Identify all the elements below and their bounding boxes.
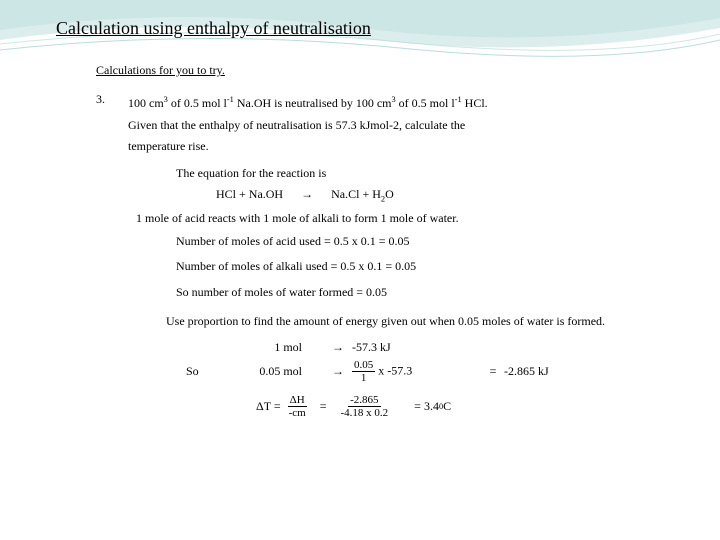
pt3: Na.OH is neutralised by 100 cm (234, 96, 392, 110)
table-row: So 0.05 mol → 0.05 1 x -57.3 = -2.865 kJ (186, 359, 664, 384)
proportion-table: 1 mol → -57.3 kJ So 0.05 mol → 0.05 1 x … (186, 340, 664, 384)
dt-frac2-num: -2.865 (348, 394, 380, 407)
pt4: of 0.5 mol l (396, 96, 455, 110)
r1-arrow: → (324, 340, 352, 355)
subtitle: Calculations for you to try. (96, 63, 664, 78)
dt-frac2-den: -4.18 x 0.2 (339, 407, 391, 419)
dt-frac1-num: ΔH (288, 394, 307, 407)
given-line2: temperature rise. (128, 139, 209, 153)
table-row: 1 mol → -57.3 kJ (186, 340, 664, 355)
dt-unit: C (443, 399, 451, 414)
r2-frac: 0.05 1 (352, 359, 375, 384)
dt-eq: = (320, 399, 327, 414)
pt5: HCl. (462, 96, 488, 110)
dt-frac1: ΔH -cm (287, 394, 308, 419)
pt2: of 0.5 mol l (168, 96, 227, 110)
slide-title: Calculation using enthalpy of neutralisa… (56, 18, 664, 39)
moles-alkali: Number of moles of alkali used = 0.5 x 0… (176, 257, 664, 276)
dt-res: = 3.4 (414, 399, 439, 414)
r2-eq: = (482, 364, 504, 379)
mole-statement: 1 mole of acid reacts with 1 mole of alk… (136, 211, 664, 226)
problem-block: 3. 100 cm3 of 0.5 mol l-1 Na.OH is neutr… (96, 92, 664, 158)
r1-mol: 1 mol (224, 340, 324, 355)
moles-water: So number of moles of water formed = 0.0… (176, 283, 664, 302)
r2-frac-num: 0.05 (352, 359, 375, 372)
equation-intro: The equation for the reaction is (176, 166, 664, 181)
r2-frac-den: 1 (359, 372, 369, 384)
proportion-text: Use proportion to find the amount of ene… (166, 312, 626, 330)
moles-acid: Number of moles of acid used = 0.5 x 0.1… (176, 232, 664, 251)
r2-arrow: → (324, 364, 352, 379)
eq-rhs: Na.Cl + H (331, 187, 381, 201)
equation: HCl + Na.OH → Na.Cl + H2O (216, 187, 664, 203)
pt1: 100 cm (128, 96, 164, 110)
dt-frac1-den: -cm (287, 407, 308, 419)
dt-label: ΔT = (256, 399, 281, 414)
eq-lhs: HCl + Na.OH (216, 187, 283, 201)
r2-so: So (186, 364, 224, 379)
r1-val: -57.3 kJ (352, 340, 482, 355)
problem-body: 100 cm3 of 0.5 mol l-1 Na.OH is neutrali… (128, 92, 664, 158)
given-line: Given that the enthalpy of neutralisatio… (128, 118, 465, 132)
r2-res: -2.865 kJ (504, 364, 549, 379)
eq-rhs-end: O (385, 187, 394, 201)
r2-tail: x -57.3 (375, 363, 412, 377)
r2-val: 0.05 1 x -57.3 (352, 359, 482, 384)
dt-frac2: -2.865 -4.18 x 0.2 (339, 394, 391, 419)
problem-number: 3. (96, 92, 128, 158)
delta-t-row: ΔT = ΔH -cm = -2.865 -4.18 x 0.2 = 3.40C (256, 394, 664, 419)
eq-arrow: → (301, 187, 313, 201)
r2-mol: 0.05 mol (224, 364, 324, 379)
